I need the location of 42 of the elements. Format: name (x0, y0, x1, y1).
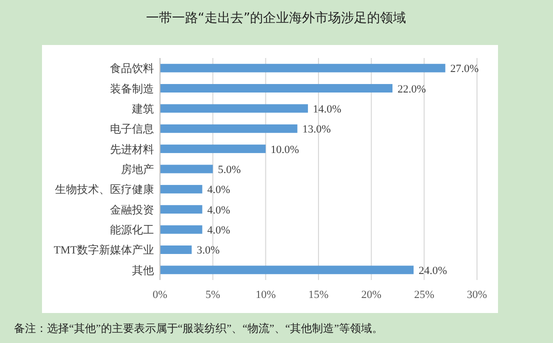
x-tick-label: 20% (361, 289, 382, 301)
bar (160, 245, 192, 254)
data-label: 27.0% (450, 63, 479, 76)
y-tick-label: 食品饮料 (110, 62, 154, 76)
bar (160, 84, 392, 93)
x-tick-label: 10% (256, 289, 276, 301)
bar (160, 266, 414, 274)
y-tick-label: 电子信息 (110, 122, 154, 136)
x-tick-label: 25% (414, 289, 434, 301)
bar (160, 144, 266, 154)
y-tick-label: 其他 (132, 264, 154, 277)
data-label: 5.0% (218, 164, 241, 176)
bar (160, 124, 298, 133)
x-tick-label: 15% (308, 289, 329, 301)
data-label: 4.0% (207, 224, 230, 237)
text: 备注：选择“其他”的主要表示属于“服装纺织”、“物流”、“其他制造”等领域。 (14, 322, 384, 335)
x-tick-label: 30% (466, 289, 488, 301)
data-label: 14.0% (312, 103, 342, 116)
data-label: 13.0% (302, 124, 331, 136)
y-tick-label: 能源化工 (110, 224, 154, 237)
bar (160, 184, 202, 194)
data-label: 10.0% (270, 144, 300, 156)
bar (160, 225, 202, 234)
x-tick-label: 0% (152, 289, 168, 301)
x-tick-label: 5% (205, 289, 220, 301)
bar (160, 164, 213, 174)
data-label: 24.0% (418, 264, 448, 277)
data-label: 4.0% (207, 184, 230, 196)
y-tick-label: 房地产 (121, 163, 154, 176)
y-tick-label: 装备制造 (110, 82, 154, 96)
y-tick-label: 金融投资 (110, 204, 154, 216)
data-label: 22.0% (397, 83, 426, 96)
data-label: 4.0% (207, 204, 230, 216)
y-tick-label: 建筑 (131, 102, 154, 116)
bar (160, 64, 446, 72)
bar (160, 104, 308, 113)
data-label: 3.0% (196, 244, 220, 257)
chart-title: 一带一路“走出去”的企业海外市场涉足的领域 (146, 11, 406, 26)
y-tick-label: 先进材料 (110, 142, 154, 156)
bar (160, 205, 202, 214)
y-tick-label: TMT数字新媒体产业 (54, 244, 154, 257)
y-tick-label: 生物技术、医疗健康 (55, 183, 154, 196)
